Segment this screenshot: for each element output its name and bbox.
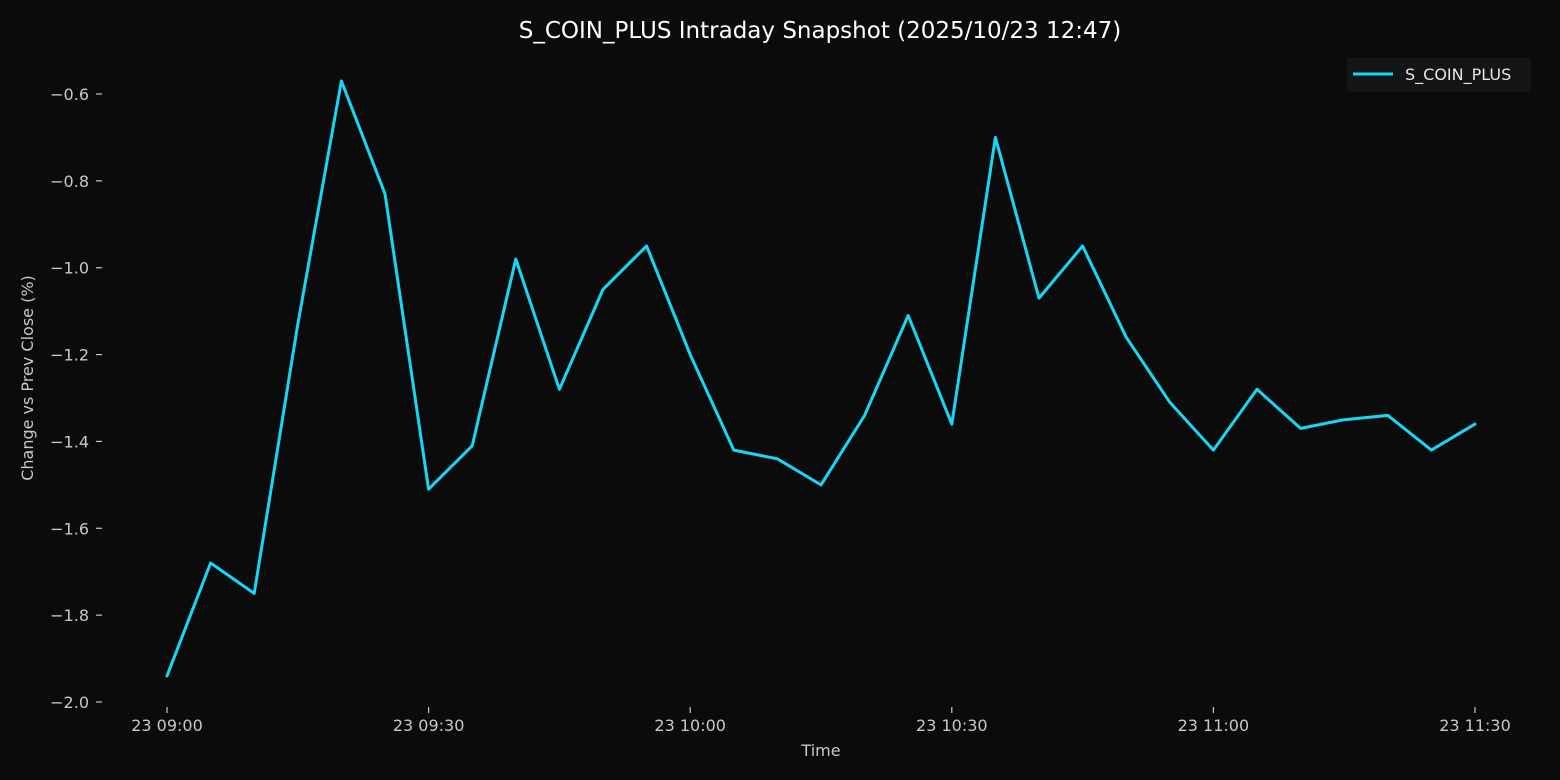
y-tick-label: −1.0 xyxy=(50,259,89,278)
x-axis: 23 09:00 23 09:30 23 10:00 23 10:30 23 11:00… xyxy=(131,707,1511,735)
y-axis-label: Change vs Prev Close (%) xyxy=(18,275,37,481)
y-tick-label: −1.4 xyxy=(50,432,89,451)
x-tick-label: 23 10:30 xyxy=(916,716,988,735)
y-tick-label: −0.6 xyxy=(50,85,89,104)
x-tick-label: 23 11:00 xyxy=(1178,716,1250,735)
x-tick-label: 23 10:00 xyxy=(654,716,726,735)
y-tick-label: −1.8 xyxy=(50,606,89,625)
x-tick-label: 23 09:00 xyxy=(131,716,203,735)
y-tick-label: −2.0 xyxy=(50,693,89,712)
legend-label: S_COIN_PLUS xyxy=(1405,65,1511,85)
x-tick-label: 23 09:30 xyxy=(393,716,465,735)
series-line xyxy=(165,79,1477,678)
y-tick-label: −1.2 xyxy=(50,346,89,365)
legend-background xyxy=(1347,58,1531,92)
y-tick-label: −0.8 xyxy=(50,172,89,191)
series-layer xyxy=(165,79,1477,678)
y-tick-label: −1.6 xyxy=(50,519,89,538)
legend[interactable]: S_COIN_PLUS xyxy=(1347,58,1531,92)
x-tick-label: 23 11:30 xyxy=(1439,716,1511,735)
y-axis: −2.0 −1.8 −1.6 −1.4 −1.2 −1.0 −0.8 −0.6 xyxy=(50,85,102,712)
chart-title: S_COIN_PLUS Intraday Snapshot (2025/10/2… xyxy=(519,18,1122,44)
x-axis-label: Time xyxy=(800,741,840,760)
